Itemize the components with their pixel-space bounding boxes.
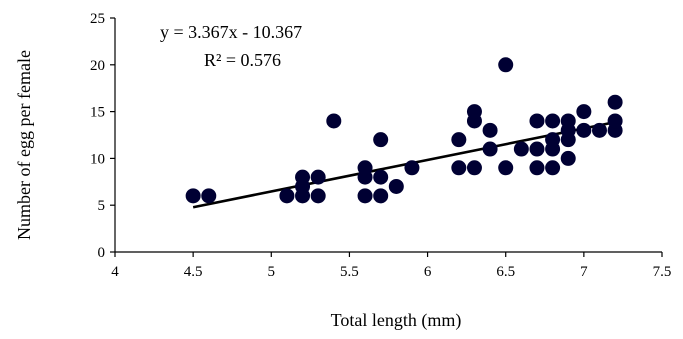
data-point <box>357 160 373 176</box>
y-tick-label: 15 <box>90 105 105 121</box>
data-point <box>373 132 389 148</box>
data-point <box>357 188 373 204</box>
y-axis-title: Number of egg per female <box>14 50 34 240</box>
x-tick-label: 6 <box>424 264 432 280</box>
trendline-equation: y = 3.367x - 10.367 <box>160 22 302 42</box>
data-point <box>498 57 514 73</box>
data-point <box>466 104 482 120</box>
x-axis-title: Total length (mm) <box>331 310 462 331</box>
x-tick-label: 5 <box>268 264 276 280</box>
data-point <box>529 141 545 157</box>
trend-line <box>192 120 616 209</box>
data-point <box>373 188 389 204</box>
y-tick-label: 20 <box>90 58 105 74</box>
y-tick-label: 5 <box>98 198 106 214</box>
data-point <box>545 132 561 148</box>
data-point <box>185 188 201 204</box>
data-point <box>466 160 482 176</box>
data-point <box>373 169 389 185</box>
data-point <box>545 160 561 176</box>
x-tick-label: 6.5 <box>496 264 515 280</box>
axes <box>114 18 662 253</box>
data-point <box>279 188 295 204</box>
data-point <box>201 188 217 204</box>
y-tick-label: 25 <box>90 11 105 27</box>
data-point <box>513 141 529 157</box>
trendline-r-squared: R² = 0.576 <box>204 50 281 70</box>
data-point <box>326 113 342 129</box>
data-point <box>451 132 467 148</box>
data-point <box>591 122 607 138</box>
x-tick-label: 5.5 <box>340 264 359 280</box>
data-point <box>529 113 545 129</box>
data-point <box>295 169 311 185</box>
data-point <box>560 113 576 129</box>
x-tick-label: 4.5 <box>184 264 203 280</box>
data-point <box>607 94 623 110</box>
data-point <box>545 113 561 129</box>
y-ticks: 0 5 10 15 20 25 <box>90 11 115 261</box>
data-point <box>451 160 467 176</box>
data-point <box>529 160 545 176</box>
x-tick-label: 7.5 <box>653 264 672 280</box>
data-point <box>607 113 623 129</box>
y-tick-label: 10 <box>90 151 105 167</box>
data-point <box>388 178 404 194</box>
data-point <box>310 169 326 185</box>
data-points <box>185 57 623 204</box>
y-tick-label: 0 <box>98 245 106 261</box>
data-point <box>310 188 326 204</box>
data-point <box>576 122 592 138</box>
data-point <box>576 104 592 120</box>
data-point <box>498 160 514 176</box>
x-ticks: 4 4.5 5 5.5 6 6.5 7 7.5 <box>111 252 671 280</box>
x-tick-label: 7 <box>580 264 588 280</box>
data-point <box>482 122 498 138</box>
data-point <box>482 141 498 157</box>
x-tick-label: 4 <box>111 264 119 280</box>
data-point <box>404 160 420 176</box>
data-point <box>560 150 576 166</box>
